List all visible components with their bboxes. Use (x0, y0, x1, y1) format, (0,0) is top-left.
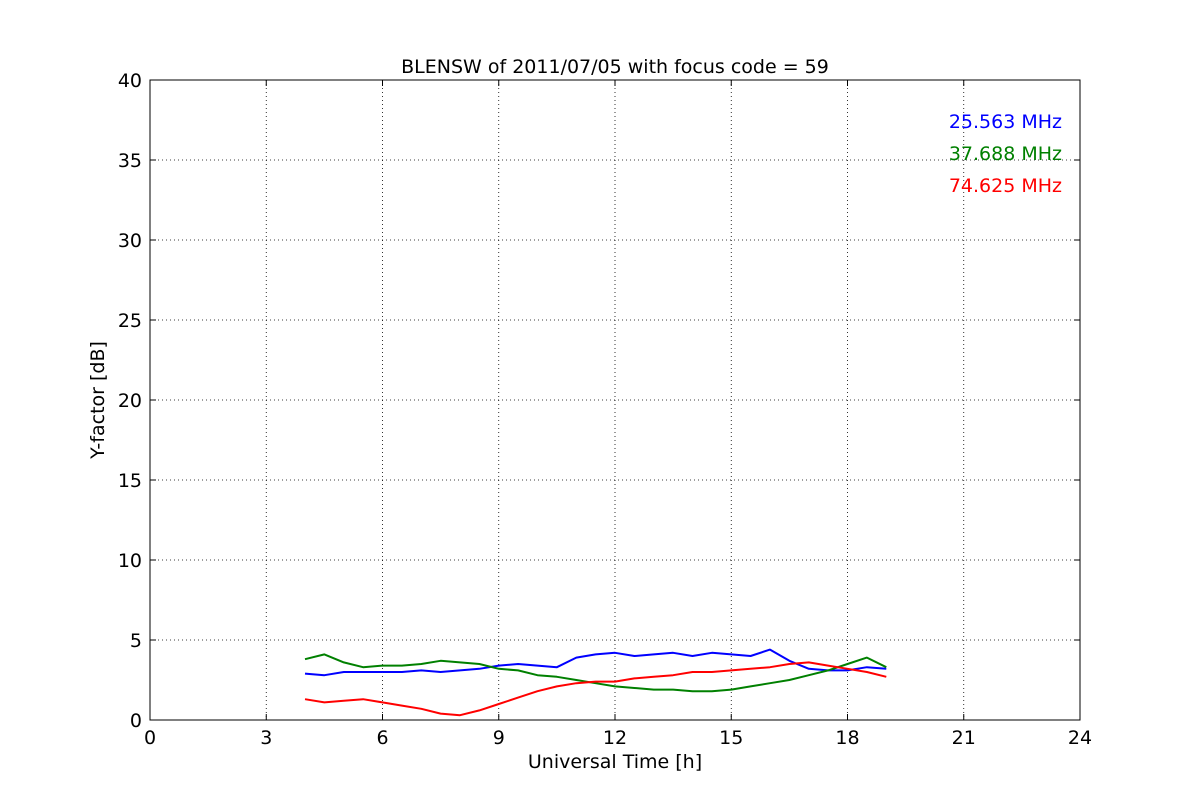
y-tick-label: 40 (118, 70, 142, 92)
grid-layer (150, 80, 1080, 720)
legend-entry-3: 74.625 MHz (949, 175, 1062, 197)
x-tick-label: 15 (719, 727, 743, 749)
y-tick-label: 10 (118, 550, 142, 572)
x-tick-label: 0 (144, 727, 156, 749)
series-layer (304, 648, 887, 717)
y-tick-label: 30 (118, 230, 142, 252)
legend-entry-2: 37.688 MHz (949, 143, 1062, 165)
y-tick-label: 5 (130, 630, 142, 652)
x-tick-label: 21 (952, 727, 976, 749)
series-line-2 (304, 653, 887, 693)
legend-entry-1: 25.563 MHz (949, 111, 1062, 133)
y-tick-label: 35 (118, 150, 142, 172)
x-tick-label: 12 (603, 727, 627, 749)
y-axis-label: Y-factor [dB] (87, 341, 109, 460)
y-tick-label: 20 (118, 390, 142, 412)
x-tick-label: 9 (493, 727, 505, 749)
y-tick-label: 15 (118, 470, 142, 492)
x-tick-label: 3 (260, 727, 272, 749)
y-tick-label: 25 (118, 310, 142, 332)
x-tick-label: 6 (376, 727, 388, 749)
chart-title: BLENSW of 2011/07/05 with focus code = 5… (401, 56, 829, 78)
x-axis-label: Universal Time [h] (528, 751, 702, 773)
series-line-3 (304, 661, 887, 717)
y-tick-label: 0 (130, 710, 142, 732)
tick-layer: 0 3 6 9 12 15 18 21 24 0 5 10 15 20 25 30 35 40 (118, 70, 1092, 749)
series-line-1 (304, 648, 887, 677)
legend: 25.563 MHz 37.688 MHz 74.625 MHz (949, 111, 1062, 197)
x-tick-label: 24 (1068, 727, 1092, 749)
x-tick-label: 18 (835, 727, 859, 749)
